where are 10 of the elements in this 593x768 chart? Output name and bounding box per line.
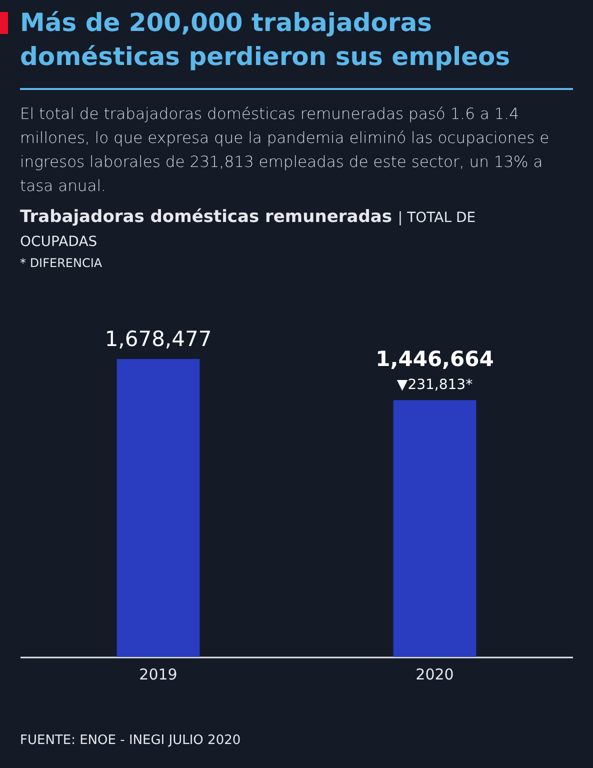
chart-title: Más de 200,000 trabajadoras domésticas perdieron sus empleos xyxy=(20,7,512,73)
annotation: ▼231,813* xyxy=(396,377,473,394)
x-tick-label: 2019 xyxy=(139,666,178,684)
chart-subtitle: El total de trabajadoras domésticas remuneradas pasó 1.6 a 1.4 millones, lo que expresa que la pandemia eliminó las ocupaciones e ingresos laborales de 231,813 empleadas de este sector, un 13% a tasa anual. xyxy=(20,104,550,197)
data-label: 1,678,477 xyxy=(104,327,212,351)
source-note: FUENTE: ENOE - INEGI JULIO 2020 xyxy=(20,733,241,748)
data-label: 1,446,664 xyxy=(376,347,494,372)
text: * DIFERENCIA xyxy=(20,256,102,270)
text: Trabajadoras domésticas remuneradas | TOTAL DE OCUPADAS xyxy=(20,207,476,250)
x-tick-label: 2020 xyxy=(416,666,454,684)
